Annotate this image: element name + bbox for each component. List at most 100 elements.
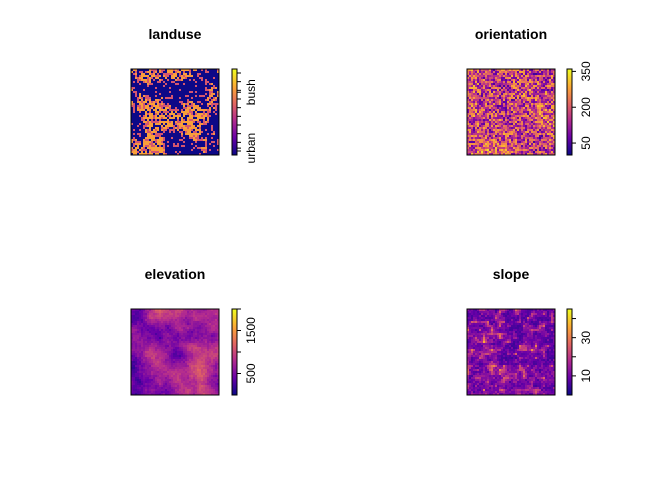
raster-cell <box>175 133 177 135</box>
raster-cell <box>183 139 185 141</box>
raster-cell <box>215 101 217 103</box>
raster-cell <box>195 329 197 331</box>
raster-cell <box>529 147 531 149</box>
raster-cell <box>501 131 503 133</box>
raster-cell <box>157 355 159 357</box>
raster-cell <box>207 119 209 121</box>
raster-cell <box>501 143 503 145</box>
raster-cell <box>537 125 539 127</box>
raster-cell <box>147 103 149 105</box>
raster-cell <box>201 153 203 155</box>
raster-cell <box>199 325 201 327</box>
raster-cell <box>149 343 151 345</box>
raster-cell <box>195 327 197 329</box>
raster-cell <box>137 71 139 73</box>
raster-cell <box>163 75 165 77</box>
raster-cell <box>199 79 201 81</box>
raster-cell <box>175 141 177 143</box>
raster-cell <box>179 99 181 101</box>
raster-cell <box>503 103 505 105</box>
raster-cell <box>467 109 469 111</box>
raster-cell <box>475 113 477 115</box>
raster-cell <box>489 151 491 153</box>
raster-cell <box>467 71 469 73</box>
raster-cell <box>551 141 553 143</box>
raster-cell <box>509 101 511 103</box>
raster-cell <box>201 311 203 313</box>
raster-cell <box>471 149 473 151</box>
raster-cell <box>131 355 133 357</box>
raster-cell <box>131 153 133 155</box>
raster-cell <box>217 349 219 351</box>
raster-cell <box>487 101 489 103</box>
raster-cell <box>511 105 513 107</box>
raster-cell <box>187 311 189 313</box>
raster-cell <box>143 123 145 125</box>
raster-cell <box>141 101 143 103</box>
raster-cell <box>495 69 497 71</box>
raster-cell <box>165 75 167 77</box>
raster-cell <box>205 351 207 353</box>
raster-cell <box>137 313 139 315</box>
raster-cell <box>477 123 479 125</box>
legend-color-step <box>232 89 237 92</box>
raster-cell <box>183 137 185 139</box>
raster-cell <box>547 113 549 115</box>
raster-cell <box>523 149 525 151</box>
raster-cell <box>177 125 179 127</box>
raster-cell <box>149 87 151 89</box>
raster-cell <box>163 317 165 319</box>
raster-cell <box>467 111 469 113</box>
raster-cell <box>513 117 515 119</box>
raster-cell <box>133 73 135 75</box>
raster-cell <box>181 345 183 347</box>
raster-cell <box>145 327 147 329</box>
raster-cell <box>545 117 547 119</box>
raster-cell <box>467 129 469 131</box>
raster-cell <box>179 125 181 127</box>
raster-cell <box>137 109 139 111</box>
raster-cell <box>195 321 197 323</box>
raster-cell <box>469 87 471 89</box>
raster-cell <box>479 135 481 137</box>
raster-cell <box>167 127 169 129</box>
raster-cell <box>163 349 165 351</box>
raster-cell <box>209 103 211 105</box>
raster-cell <box>199 117 201 119</box>
raster-cell <box>193 335 195 337</box>
raster-cell <box>205 147 207 149</box>
raster-cell <box>153 111 155 113</box>
raster-cell <box>157 93 159 95</box>
raster-cell <box>143 319 145 321</box>
raster-cell <box>191 147 193 149</box>
raster-cell <box>213 317 215 319</box>
raster-cell <box>199 141 201 143</box>
raster-cell <box>157 333 159 335</box>
raster-cell <box>517 141 519 143</box>
raster-cell <box>139 85 141 87</box>
raster-cell <box>477 81 479 83</box>
raster-cell <box>149 99 151 101</box>
raster-cell <box>183 331 185 333</box>
raster-cell <box>499 79 501 81</box>
raster-cell <box>473 119 475 121</box>
raster-cell <box>493 127 495 129</box>
raster-cell <box>471 81 473 83</box>
raster-cell <box>549 93 551 95</box>
raster-cell <box>529 89 531 91</box>
raster-cell <box>467 79 469 81</box>
raster-cell <box>187 129 189 131</box>
raster-cell <box>211 101 213 103</box>
raster-cell <box>163 351 165 353</box>
raster-cell <box>199 101 201 103</box>
raster-cell <box>509 135 511 137</box>
raster-cell <box>521 87 523 89</box>
raster-cell <box>187 111 189 113</box>
raster-cell <box>215 317 217 319</box>
raster-cell <box>173 347 175 349</box>
raster-cell <box>471 109 473 111</box>
raster-cell <box>503 147 505 149</box>
raster-cell <box>175 107 177 109</box>
raster-cell <box>185 337 187 339</box>
